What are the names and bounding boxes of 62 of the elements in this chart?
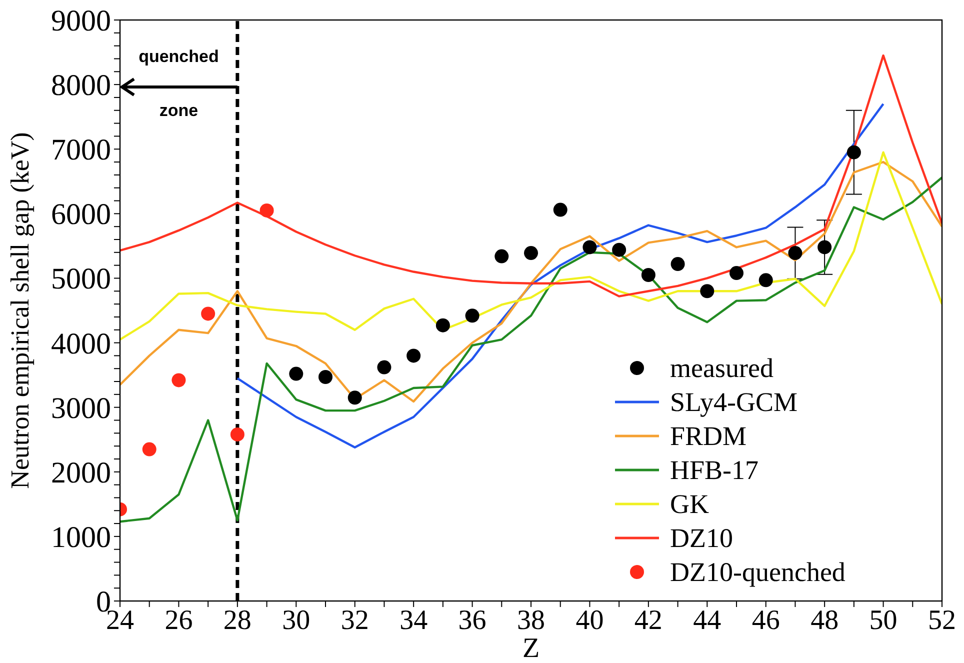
point: [700, 284, 714, 298]
point: [172, 373, 186, 388]
line-series: [120, 176, 942, 523]
legend-label: DZ10: [670, 522, 733, 555]
y-tick-label: 1000: [51, 520, 111, 554]
point: [201, 306, 216, 321]
x-tick-label: 34: [400, 604, 428, 636]
annotation: quenched: [138, 46, 220, 67]
x-tick-label: 52: [928, 604, 956, 636]
point: [818, 240, 832, 254]
x-axis-title: Z: [522, 633, 540, 663]
point: [289, 366, 304, 381]
x-tick-label: 42: [634, 604, 662, 636]
point: [524, 246, 538, 260]
legend-label: HFB-17: [670, 454, 759, 487]
x-tick-label: 28: [223, 604, 252, 636]
annotation: zone: [158, 100, 200, 121]
x-tick-label: 38: [517, 604, 545, 636]
legend-label: DZ10-quenched: [670, 556, 846, 589]
x-tick-label: 48: [810, 604, 839, 636]
point: [230, 427, 244, 442]
point: [142, 442, 156, 456]
point: [788, 246, 802, 260]
point: [260, 203, 274, 218]
legend-label: GK: [670, 488, 709, 521]
point: [612, 242, 626, 257]
point: [553, 202, 568, 217]
x-tick-label: 26: [164, 604, 193, 636]
legend-label: SLy4-GCM: [670, 386, 798, 419]
y-tick-label: 9000: [51, 4, 111, 38]
point: [582, 240, 597, 254]
y-axis-title: Neutron empirical shell gap (keV): [6, 132, 34, 489]
line-series: [120, 151, 942, 341]
line-series: [236, 102, 884, 448]
x-tick-label: 32: [340, 604, 369, 636]
point: [318, 370, 332, 384]
point: [758, 273, 773, 288]
point: [465, 308, 480, 323]
x-tick-label: 46: [752, 604, 780, 636]
y-tick-label: 3000: [51, 392, 111, 425]
point: [641, 268, 656, 282]
point: [670, 257, 685, 272]
point: [436, 318, 450, 332]
legend-label: measured: [670, 352, 774, 385]
point: [406, 348, 421, 363]
point: [494, 249, 509, 264]
point: [846, 145, 861, 160]
y-tick-label: 5000: [51, 262, 111, 296]
x-tick-label: 36: [458, 604, 486, 636]
x-tick-label: 30: [282, 604, 310, 636]
x-tick-label: 40: [576, 604, 604, 636]
point: [730, 266, 744, 280]
x-tick-label: 50: [869, 604, 898, 636]
y-tick-label: 4000: [51, 327, 111, 360]
y-tick-label: 6000: [51, 198, 111, 232]
y-tick-label: 8000: [51, 69, 111, 102]
legend-label: FRDM: [670, 420, 747, 453]
y-tick-label: 7000: [51, 134, 111, 167]
point: [377, 360, 392, 374]
point: [348, 390, 362, 405]
y-tick-label: 2000: [51, 456, 111, 490]
x-tick-label: 44: [693, 604, 722, 636]
